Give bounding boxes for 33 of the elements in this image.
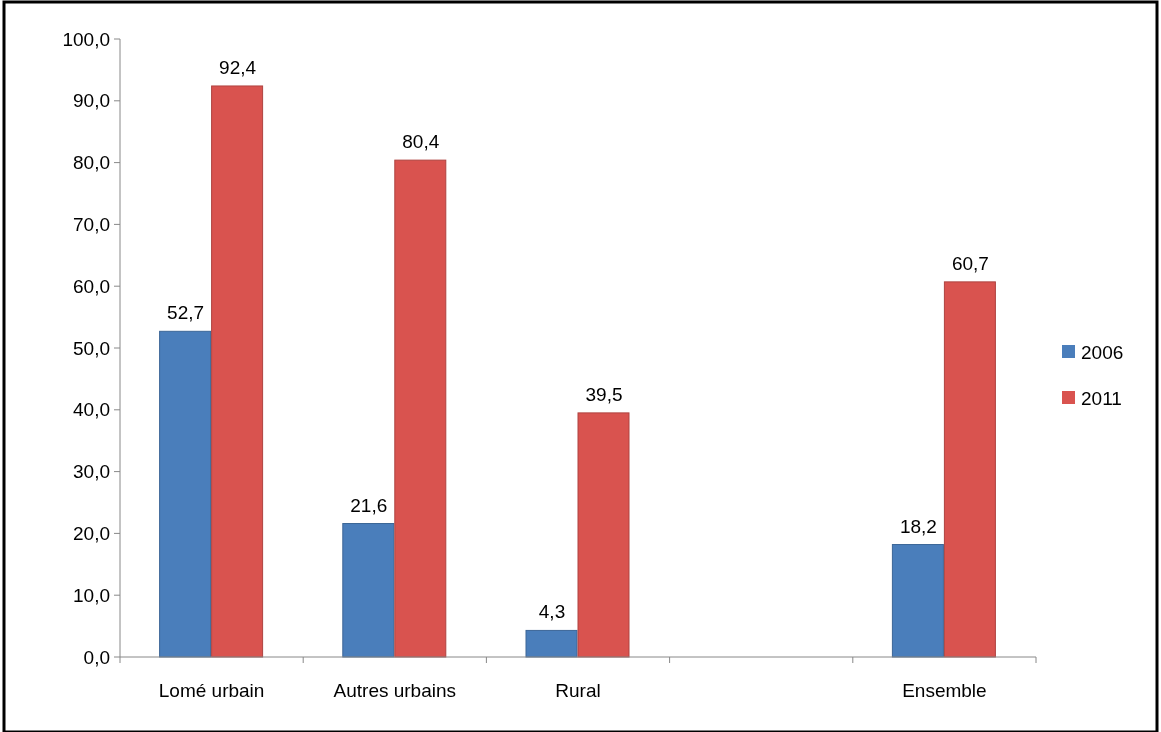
- y-tick-label: 90,0: [73, 90, 110, 112]
- data-label: 60,7: [951, 252, 989, 274]
- y-tick-label: 100,0: [62, 28, 110, 50]
- legend-label: 2006: [1081, 341, 1124, 363]
- data-label: 21,6: [350, 494, 388, 516]
- y-tick-label: 30,0: [73, 461, 110, 483]
- bar: [891, 544, 944, 658]
- data-label: 18,2: [899, 515, 937, 537]
- y-tick-label: 10,0: [73, 584, 110, 606]
- data-label: 39,5: [585, 383, 623, 405]
- y-tick-label: 0,0: [83, 646, 110, 668]
- y-tick-label: 60,0: [73, 275, 110, 297]
- y-tick-label: 40,0: [73, 399, 110, 421]
- data-label: 92,4: [219, 56, 257, 78]
- y-tick-label: 80,0: [73, 152, 110, 174]
- data-label: 80,4: [402, 131, 440, 153]
- y-tick-label: 20,0: [73, 523, 110, 545]
- bar: [577, 412, 630, 658]
- bar: [211, 85, 264, 658]
- bar: [159, 330, 212, 658]
- bar: [394, 159, 447, 658]
- y-tick-label: 70,0: [73, 214, 110, 236]
- x-tick-label: Autres urbains: [333, 680, 457, 701]
- x-tick-label: Ensemble: [902, 680, 987, 701]
- x-tick-label: Rural: [555, 680, 601, 701]
- legend-label: 2011: [1081, 387, 1122, 409]
- data-label: 4,3: [538, 601, 566, 623]
- y-tick-label: 50,0: [73, 337, 110, 359]
- data-label: 52,7: [167, 302, 205, 324]
- bar: [943, 281, 996, 658]
- bar: [342, 523, 395, 658]
- x-tick-label: Lomé urbain: [158, 680, 265, 701]
- bar: [525, 629, 578, 658]
